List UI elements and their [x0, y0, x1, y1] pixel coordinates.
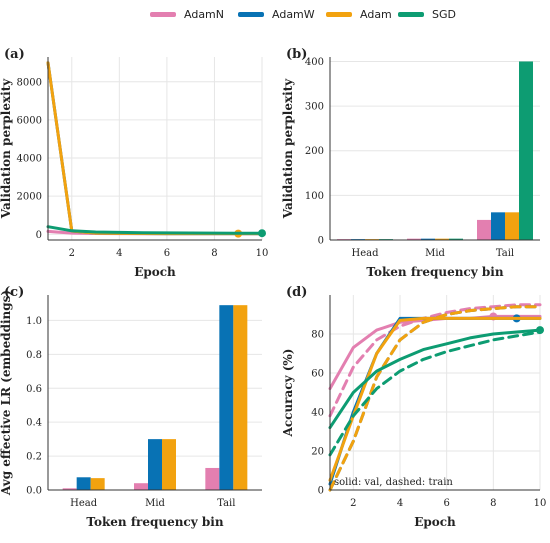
panel-c-label: (c): [4, 285, 24, 300]
panel-b-ytick-label: 300: [305, 102, 324, 113]
panel-c-bar-adamn-mid: [134, 483, 148, 490]
legend-label-sgd: SGD: [432, 7, 456, 21]
legend-item-adamw: AdamW: [238, 4, 315, 24]
panel-a-label: (a): [4, 47, 25, 62]
panel-b-category-label-tail: Tail: [496, 248, 514, 259]
panel-b-ylabel: Validation perplexity: [281, 78, 295, 219]
panel-b-bar-adamn-tail: [477, 219, 491, 240]
panel-a-xtick-label: 2: [69, 248, 75, 259]
panel-c-xlabel: Token frequency bin: [86, 515, 223, 529]
legend-swatch-sgd: [398, 11, 424, 17]
panel-c-bar-adamw-tail: [219, 305, 234, 490]
panel-c-category-label-tail: Tail: [217, 498, 235, 509]
panel-a-ytick-label: 2000: [17, 192, 42, 203]
legend-item-adam: Adam: [326, 4, 392, 24]
panel-d-ylabel: Accuracy (%): [281, 349, 295, 438]
panel-d-line-sgd-val: [328, 328, 542, 430]
legend-label-adam: Adam: [360, 7, 392, 21]
panel-c-bar-adam-mid: [162, 439, 176, 490]
panel-b-category-label-mid: Mid: [425, 248, 445, 259]
panel-d-label: (d): [286, 285, 307, 300]
panel-a-ytick-label: 6000: [17, 115, 42, 126]
panel-a-xtick-label: 10: [256, 248, 269, 259]
panel-c-category-label-mid: Mid: [145, 498, 165, 509]
panel-b-bar-adamn-mid: [407, 238, 421, 240]
panel-b-label: (b): [286, 47, 307, 62]
panel-c-ytick-label: 0.2: [26, 452, 42, 463]
panel-d-line-adam-train: [328, 305, 542, 492]
panel-d-annotation: solid: val, dashed: train: [334, 477, 453, 488]
legend-swatch-adam: [326, 11, 352, 17]
panel-b-bar-adam-tail: [505, 212, 519, 240]
panel-d-line-adam-val: [328, 316, 542, 482]
panel-d-xtick-label: 8: [490, 498, 496, 509]
legend-swatch-adamn: [150, 11, 176, 17]
panel-d-ytick-label: 20: [311, 447, 324, 458]
legend-label-adamn: AdamN: [184, 7, 224, 21]
panel-a-ytick-label: 0: [36, 230, 42, 241]
panel-b-plot-area: [330, 57, 540, 240]
panel-a-xlabel: Epoch: [134, 265, 176, 279]
panel-d-ytick-label: 60: [311, 369, 324, 380]
panel-a-line-sgd: [46, 225, 264, 235]
panel-c-bar-adamn-head: [62, 488, 77, 490]
panel-d-xtick-label: 4: [397, 498, 403, 509]
panel-a-xtick-label: 6: [164, 248, 170, 259]
panel-c-ytick-label: 1.0: [26, 316, 42, 327]
panel-a-ytick-label: 4000: [17, 154, 42, 165]
panel-b-ytick-label: 400: [305, 57, 324, 68]
panel-b-bar-adamw-tail: [491, 212, 505, 240]
panel-b-ytick-label: 100: [305, 191, 324, 202]
panel-c-bar-adamw-head: [76, 477, 91, 490]
panel-c-category-label-head: Head: [70, 498, 98, 509]
panel-c-ytick-label: 0.6: [26, 384, 42, 395]
panel-c-bar-adamn-tail: [205, 467, 220, 490]
panel-d-xtick-label: 6: [443, 498, 449, 509]
legend-label-adamw: AdamW: [272, 7, 315, 21]
panel-c-bar-adamw-mid: [148, 439, 162, 490]
panel-d-xtick-label: 2: [350, 498, 356, 509]
panel-b-ytick-label: 200: [305, 146, 324, 157]
panel-d-line-sgd-train: [328, 330, 542, 457]
panel-b-category-label-head: Head: [351, 248, 379, 259]
panel-d-ytick-label: 0: [318, 486, 324, 497]
panel-c-ylabel: Avg effective LR (embeddings): [0, 290, 13, 496]
panel-d-ytick-label: 80: [311, 330, 324, 341]
panel-b-ytick-label: 0: [318, 236, 324, 247]
panel-b-bar-sgd-mid: [449, 238, 463, 240]
panel-d-ytick-label: 40: [311, 408, 324, 419]
panel-a-ylabel: Validation perplexity: [0, 78, 13, 219]
panel-a-xtick-label: 8: [211, 248, 217, 259]
panel-c-ytick-label: 0.4: [26, 418, 42, 429]
panel-c-ytick-label: 0.8: [26, 350, 42, 361]
panel-b-bar-adam-mid: [435, 238, 449, 240]
panel-c-bar-adam-tail: [233, 305, 248, 490]
legend-swatch-adamw: [238, 11, 264, 17]
panel-c-ytick-label: 0.0: [26, 486, 42, 497]
panel-a-xtick-label: 4: [116, 248, 122, 259]
legend-item-adamn: AdamN: [150, 4, 224, 24]
figure-legend: AdamN AdamW Adam SGD: [0, 4, 550, 24]
panel-a-plot-area: [48, 57, 262, 240]
panel-b-bar-adamw-mid: [421, 238, 435, 240]
panel-d-line-adamn-train: [328, 303, 542, 418]
panel-b-bar-sgd-tail: [519, 61, 533, 241]
panel-a-ytick-label: 8000: [17, 77, 42, 88]
panel-d-xtick-label: 10: [534, 498, 547, 509]
panel-a-best-marker-sgd: [258, 229, 266, 238]
panel-b-xlabel: Token frequency bin: [366, 265, 503, 279]
legend-item-sgd: SGD: [398, 4, 456, 24]
panel-c-bar-adam-head: [90, 478, 105, 490]
panel-d-plot-area: [330, 295, 540, 490]
panel-d-xlabel: Epoch: [414, 515, 456, 529]
